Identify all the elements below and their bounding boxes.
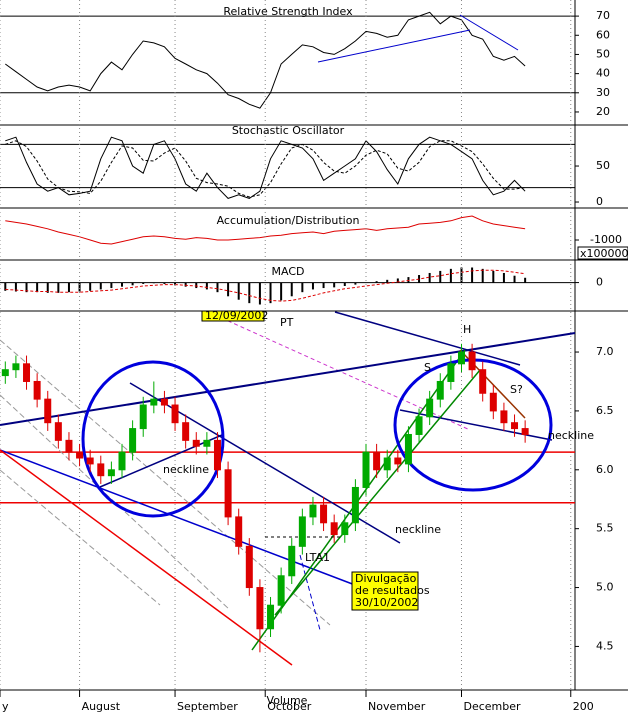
candle-body	[129, 428, 137, 453]
candle-body	[404, 433, 412, 465]
candle-body	[1, 369, 9, 377]
annotation: neckline	[163, 463, 209, 476]
scale-label: x1000000	[580, 247, 628, 260]
candle-body	[447, 363, 455, 382]
candle-body	[468, 351, 476, 371]
candle-body	[139, 404, 147, 430]
announcement-text: Divulgação	[355, 572, 417, 585]
annotation: 12/09/2002	[205, 309, 268, 322]
candle-body	[160, 398, 168, 406]
y-tick-label: 50	[596, 159, 610, 172]
candle-body	[267, 604, 275, 630]
annotation: S	[424, 361, 431, 374]
announcement-text: 30/10/2002	[355, 596, 418, 609]
series-line	[5, 136, 526, 199]
candle-body	[245, 545, 253, 589]
candle-body	[383, 457, 391, 471]
candle-body	[373, 451, 381, 471]
candle-body	[97, 463, 105, 477]
candle-body	[511, 422, 519, 430]
y-tick-label: 50	[596, 47, 610, 60]
x-tick-label: 200	[573, 700, 594, 713]
y-tick-label: 6.0	[596, 463, 614, 476]
candle-body	[44, 398, 52, 424]
candle-body	[23, 363, 31, 382]
panel-title: Relative Strength Index	[223, 5, 353, 18]
candle-body	[500, 410, 508, 424]
candle-body	[192, 439, 200, 447]
y-tick-label: 20	[596, 105, 610, 118]
annotation: neckline	[395, 523, 441, 536]
y-tick-label: 60	[596, 28, 610, 41]
y-tick-label: 7.0	[596, 345, 614, 358]
candle-body	[150, 398, 158, 406]
panel-borders	[0, 0, 628, 691]
annotation: LTA1	[305, 551, 330, 564]
x-tick-label: October	[267, 700, 311, 713]
candle-body	[394, 457, 402, 465]
y-tick-label: 4.5	[596, 639, 614, 652]
y-tick-label: 0	[596, 276, 603, 289]
x-tick-label: November	[368, 700, 426, 713]
announcement-box	[351, 571, 419, 611]
annotation: S?	[510, 383, 523, 396]
annotation: H	[463, 323, 471, 336]
candle-body	[277, 575, 285, 606]
candle-body	[298, 516, 306, 547]
candle-body	[224, 469, 232, 518]
candle-body	[118, 451, 126, 471]
y-tick-label: 70	[596, 9, 610, 22]
candle-body	[479, 369, 487, 394]
y-tick-label: 6.5	[596, 404, 614, 417]
date-box	[201, 310, 265, 322]
candle-body	[182, 422, 190, 441]
panel-title: MACD	[272, 265, 305, 278]
candle-body	[65, 439, 73, 453]
y-tick-label: -1000	[590, 233, 622, 246]
y-tick-label: 5.5	[596, 522, 614, 535]
candle-body	[107, 469, 115, 477]
candle-body	[415, 416, 423, 435]
x-tick-label: August	[82, 700, 121, 713]
candle-body	[489, 392, 497, 412]
x-tick-label: September	[177, 700, 238, 713]
scale-box	[577, 246, 628, 260]
annotation: neckline	[548, 429, 594, 442]
candle-body	[320, 504, 328, 524]
candle-body	[54, 422, 62, 441]
annotation: PT	[280, 316, 294, 329]
x-tick-label: December	[463, 700, 521, 713]
candle-body	[235, 516, 243, 547]
candle-body	[341, 522, 349, 536]
x-tick-label: y	[2, 700, 9, 713]
candle-body	[171, 404, 179, 424]
y-tick-label: 40	[596, 67, 610, 80]
y-tick-label: 5.0	[596, 581, 614, 594]
panel-title: Accumulation/Distribution	[217, 214, 360, 227]
series-line	[5, 269, 526, 302]
candle-body	[12, 363, 20, 371]
candle-body	[330, 522, 338, 536]
candle-body	[309, 504, 317, 518]
candle-body	[33, 380, 41, 400]
panel-title: Stochastic Oscillator	[232, 124, 345, 137]
candle-body	[426, 398, 434, 418]
candle-body	[521, 428, 529, 435]
candle-body	[203, 439, 211, 447]
announcement-text: de resultados	[355, 584, 430, 597]
candle-body	[288, 545, 296, 577]
candle-body	[362, 451, 370, 488]
candle-body	[457, 351, 465, 365]
candle-body	[76, 451, 84, 459]
candle-body	[436, 380, 444, 400]
volume-label: Volume	[267, 694, 308, 707]
candle-body	[86, 457, 94, 465]
y-tick-label: 0	[596, 195, 603, 208]
candle-body	[351, 486, 359, 524]
candle-body	[213, 439, 221, 471]
y-tick-label: 30	[596, 86, 610, 99]
candle-body	[256, 587, 264, 630]
